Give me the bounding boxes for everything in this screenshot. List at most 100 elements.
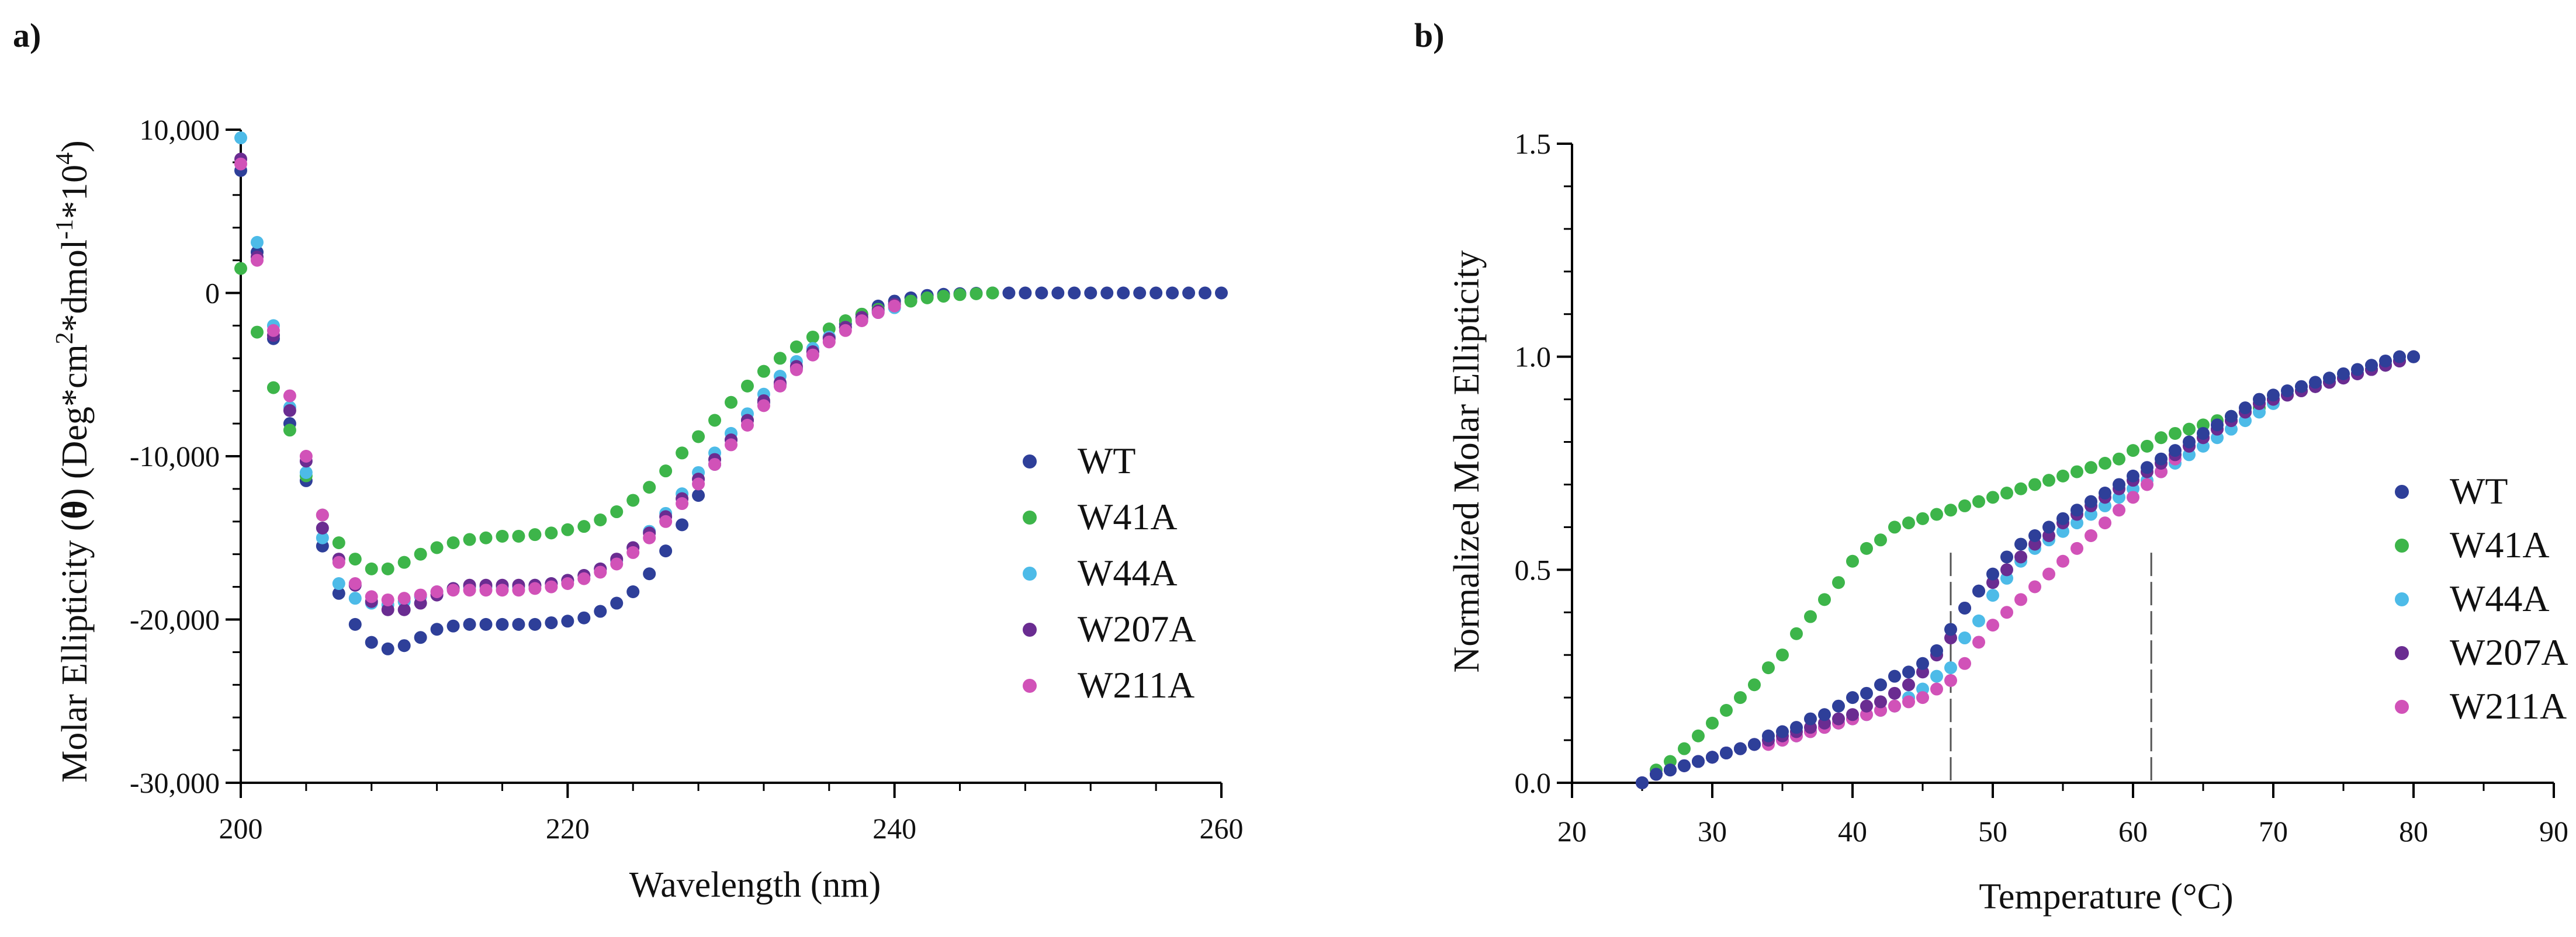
data-point-w41a — [266, 381, 280, 394]
data-point-w211a — [1916, 691, 1929, 705]
data-point-w41a — [610, 505, 624, 519]
data-point-wt — [1916, 657, 1929, 670]
data-point-w211a — [545, 580, 558, 594]
legend-marker-w207a — [2395, 646, 2409, 660]
data-point-w211a — [676, 497, 689, 511]
data-point-w211a — [626, 546, 640, 559]
data-point-w41a — [1692, 729, 1705, 742]
data-point-wt — [1636, 776, 1649, 789]
data-point-wt — [1002, 286, 1016, 300]
y-tick-label: 1.5 — [1515, 127, 1552, 160]
data-point-wt — [1215, 286, 1228, 300]
data-point-wt — [561, 615, 574, 628]
x-tick-label: 200 — [219, 812, 263, 845]
legend-marker-w44a — [2395, 592, 2409, 606]
data-point-wt — [1650, 768, 1663, 781]
data-point-wt — [446, 619, 460, 633]
data-point-wt — [1818, 708, 1831, 721]
data-point-w41a — [1888, 520, 1901, 534]
data-point-w44a — [234, 131, 247, 144]
data-point-w207a — [1902, 678, 1915, 692]
data-point-w211a — [2042, 567, 2055, 581]
data-point-w41a — [1958, 499, 1971, 512]
panel-b-points — [1636, 350, 2420, 789]
data-point-w44a — [348, 592, 362, 605]
data-point-w41a — [970, 287, 983, 300]
data-point-wt — [1832, 699, 1845, 713]
data-point-wt — [1846, 691, 1859, 705]
data-point-wt — [365, 636, 378, 649]
x-tick-label: 260 — [1200, 812, 1244, 845]
data-point-w41a — [1930, 508, 1943, 521]
data-point-w211a — [365, 590, 378, 603]
data-point-w211a — [2000, 606, 2013, 619]
data-point-w41a — [953, 288, 967, 301]
data-point-w41a — [430, 541, 444, 554]
data-point-wt — [643, 567, 656, 581]
data-point-wt — [1804, 712, 1817, 726]
data-point-wt — [2351, 363, 2364, 376]
data-point-wt — [463, 617, 476, 631]
data-point-w211a — [2141, 478, 2153, 491]
x-tick-label: 50 — [1978, 815, 2007, 848]
data-point-w211a — [839, 324, 852, 337]
data-point-w211a — [2113, 504, 2125, 517]
data-point-wt — [2365, 359, 2378, 372]
data-point-wt — [1678, 759, 1691, 772]
data-point-wt — [676, 518, 689, 532]
data-point-w41a — [561, 523, 574, 536]
data-point-w211a — [528, 582, 542, 595]
legend-label-w41a: W41A — [1078, 496, 1178, 537]
data-point-wt — [1100, 286, 1114, 300]
data-point-w211a — [1958, 657, 1971, 670]
panel-b-y-axis-title: Normalized Molar Ellipticity — [1447, 250, 1487, 672]
data-point-w211a — [2085, 529, 2097, 542]
data-point-w41a — [790, 340, 803, 353]
data-point-w211a — [1888, 699, 1901, 713]
data-point-w211a — [397, 592, 411, 605]
data-point-w41a — [725, 395, 738, 409]
data-point-w211a — [2071, 542, 2083, 555]
data-point-wt — [2155, 452, 2168, 466]
data-point-wt — [1692, 755, 1705, 768]
data-point-w41a — [1846, 554, 1859, 568]
data-point-w41a — [332, 536, 345, 550]
data-point-w41a — [2099, 457, 2111, 470]
data-point-w211a — [822, 335, 836, 349]
data-point-w41a — [904, 294, 917, 308]
data-point-w211a — [773, 379, 787, 393]
data-point-w211a — [708, 457, 722, 471]
data-point-w41a — [496, 529, 509, 543]
data-point-w41a — [2113, 452, 2125, 466]
data-point-w41a — [594, 513, 607, 527]
legend-marker-w207a — [1023, 623, 1037, 637]
data-point-wt — [1664, 764, 1677, 777]
data-point-w41a — [626, 494, 640, 507]
data-point-wt — [2169, 444, 2182, 457]
data-point-w41a — [1790, 627, 1803, 640]
data-point-w41a — [740, 379, 754, 393]
data-point-w41a — [2014, 482, 2027, 495]
data-point-wt — [692, 489, 705, 502]
panel-a-points — [234, 131, 1228, 655]
data-point-wt — [2337, 367, 2350, 380]
data-point-w41a — [1734, 691, 1747, 705]
data-point-w211a — [2014, 593, 2027, 606]
data-point-w41a — [2000, 487, 2013, 500]
data-point-wt — [1166, 286, 1179, 300]
data-point-w207a — [2014, 550, 2027, 564]
data-point-w211a — [888, 299, 901, 313]
legend-marker-wt — [1023, 454, 1037, 468]
panel-b-legend: WT W41A W44A W207A W211A — [2395, 470, 2568, 727]
data-point-w41a — [1916, 512, 1929, 525]
data-point-w211a — [643, 531, 656, 544]
data-point-wt — [479, 617, 493, 631]
data-point-wt — [430, 623, 444, 636]
data-point-wt — [1117, 286, 1130, 300]
data-point-w41a — [676, 446, 689, 460]
data-point-wt — [659, 544, 673, 558]
data-point-w211a — [463, 584, 476, 597]
data-point-w41a — [577, 520, 591, 533]
data-point-w211a — [610, 557, 624, 571]
data-point-w211a — [266, 324, 280, 337]
